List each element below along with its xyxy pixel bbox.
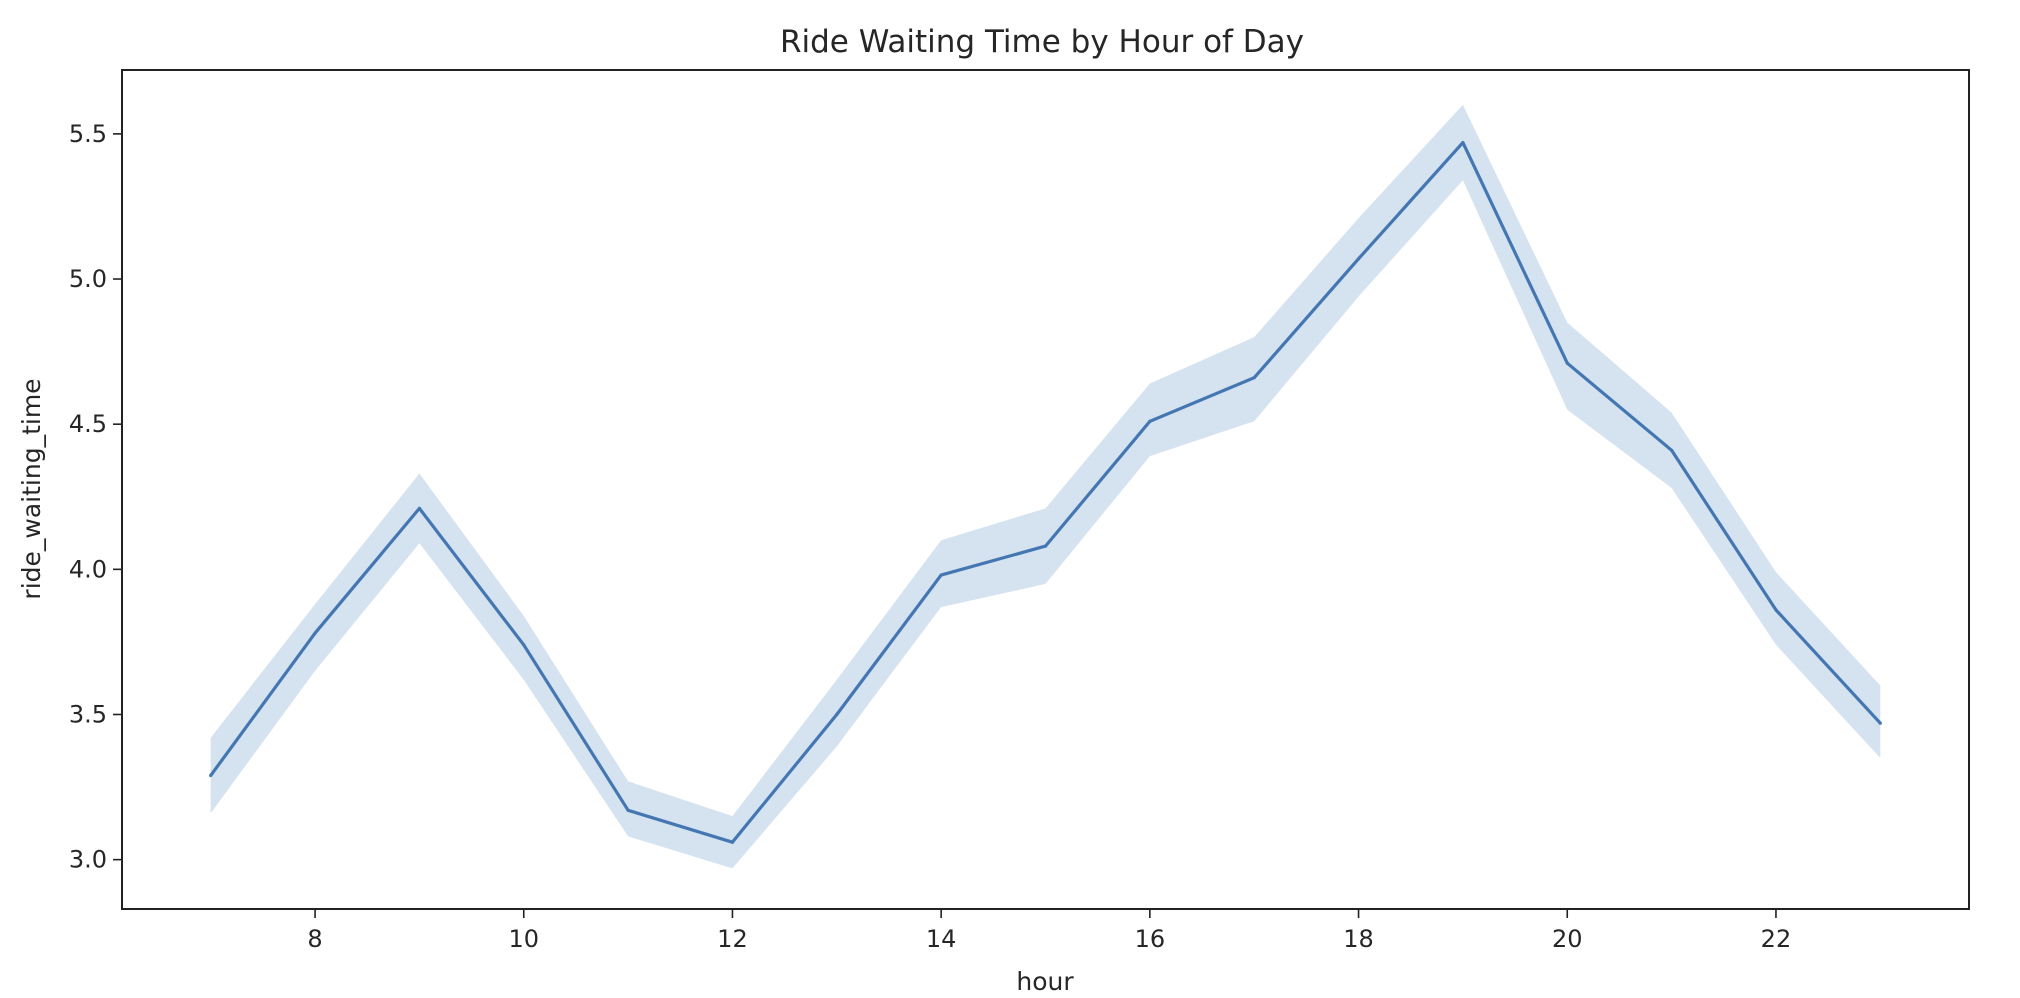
x-tick-label: 14 xyxy=(926,925,957,953)
y-axis: 3.0 3.5 4.0 4.5 5.0 5.5 xyxy=(69,120,122,874)
y-tick-label: 4.5 xyxy=(69,410,107,438)
x-tick-label: 16 xyxy=(1135,925,1166,953)
data-point xyxy=(1774,608,1778,612)
data-point xyxy=(835,712,839,717)
x-tick-label: 20 xyxy=(1552,925,1583,953)
x-tick-label: 18 xyxy=(1343,925,1374,953)
data-point xyxy=(1565,361,1569,365)
data-point xyxy=(417,506,421,510)
series-line-0 xyxy=(209,141,1882,844)
y-tick-label: 4.0 xyxy=(69,555,107,583)
y-axis-label: ride_waiting_time xyxy=(17,378,46,599)
data-point xyxy=(522,643,526,647)
data-point xyxy=(1043,544,1048,548)
plot-frame xyxy=(121,69,1970,910)
plot-area xyxy=(209,104,1882,869)
data-point xyxy=(1252,376,1256,380)
x-tick-label: 22 xyxy=(1761,925,1792,953)
data-point xyxy=(939,573,943,577)
x-axis-label: hour xyxy=(1016,967,1074,994)
data-point xyxy=(1670,448,1674,452)
data-point xyxy=(313,631,317,635)
data-point xyxy=(1878,721,1882,725)
x-tick-label: 8 xyxy=(307,925,322,953)
data-point xyxy=(1461,141,1465,145)
x-tick-label: 12 xyxy=(717,925,748,953)
data-point xyxy=(626,808,630,812)
confidence-band-0 xyxy=(210,104,1881,869)
y-tick-label: 5.0 xyxy=(69,265,107,293)
y-tick-label: 3.5 xyxy=(69,700,107,728)
y-tick-label: 5.5 xyxy=(69,120,107,148)
chart-title: Ride Waiting Time by Hour of Day xyxy=(780,24,1304,60)
data-point xyxy=(1148,419,1152,423)
x-axis: 8 10 12 14 16 18 20 22 xyxy=(307,909,1791,953)
data-point xyxy=(1357,257,1361,261)
data-point xyxy=(730,840,735,844)
y-tick-label: 3.0 xyxy=(69,846,107,874)
x-tick-label: 10 xyxy=(508,925,539,953)
data-point xyxy=(209,773,213,778)
